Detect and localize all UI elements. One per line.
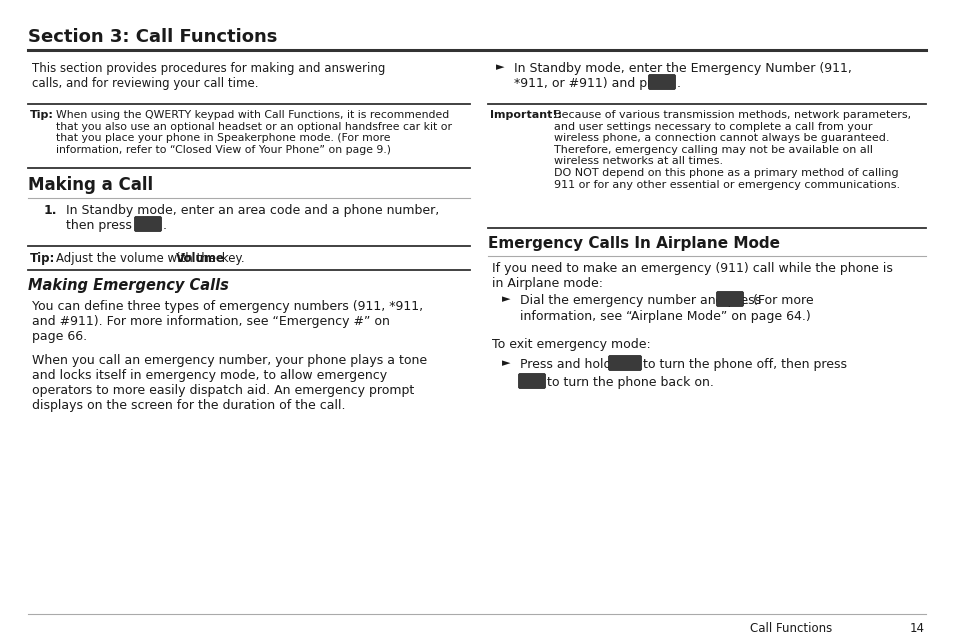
Text: Volume: Volume <box>175 252 225 265</box>
Text: *911, or #911) and press: *911, or #911) and press <box>514 77 672 90</box>
Text: Dial the emergency number and press: Dial the emergency number and press <box>519 294 760 307</box>
Text: Because of various transmission methods, network parameters,
and user settings n: Because of various transmission methods,… <box>554 110 910 190</box>
Text: to turn the phone back on.: to turn the phone back on. <box>546 376 713 389</box>
Text: Tip:: Tip: <box>30 252 55 265</box>
Text: Section 3: Call Functions: Section 3: Call Functions <box>28 28 277 46</box>
Text: Making Emergency Calls: Making Emergency Calls <box>28 278 229 293</box>
Text: Emergency Calls In Airplane Mode: Emergency Calls In Airplane Mode <box>488 236 780 251</box>
Text: To exit emergency mode:: To exit emergency mode: <box>492 338 650 351</box>
Text: When you call an emergency number, your phone plays a tone
and locks itself in e: When you call an emergency number, your … <box>32 354 427 412</box>
Text: Making a Call: Making a Call <box>28 176 153 194</box>
Text: Important!:: Important!: <box>490 110 561 120</box>
Text: Press and hold: Press and hold <box>519 358 611 371</box>
Text: When using the QWERTY keypad with Call Functions, it is recommended
that you als: When using the QWERTY keypad with Call F… <box>56 110 452 155</box>
Text: information, see “Airplane Mode” on page 64.): information, see “Airplane Mode” on page… <box>519 310 810 323</box>
Text: to turn the phone off, then press: to turn the phone off, then press <box>642 358 846 371</box>
Text: If you need to make an emergency (911) call while the phone is
in Airplane mode:: If you need to make an emergency (911) c… <box>492 262 892 290</box>
Text: In Standby mode, enter the Emergency Number (911,: In Standby mode, enter the Emergency Num… <box>514 62 851 75</box>
Text: .: . <box>677 77 680 90</box>
FancyBboxPatch shape <box>608 356 640 371</box>
FancyBboxPatch shape <box>648 74 675 90</box>
Text: Adjust the volume with the: Adjust the volume with the <box>56 252 219 265</box>
Text: Call Functions: Call Functions <box>749 622 831 635</box>
Text: then press: then press <box>66 219 132 232</box>
Text: You can define three types of emergency numbers (911, *911,
and #911). For more : You can define three types of emergency … <box>32 300 423 343</box>
Text: . (For more: . (For more <box>744 294 813 307</box>
Text: ►: ► <box>501 294 510 304</box>
Text: 1.: 1. <box>44 204 57 217</box>
Text: ►: ► <box>496 62 504 72</box>
Text: 14: 14 <box>909 622 924 635</box>
Text: key.: key. <box>218 252 244 265</box>
Text: In Standby mode, enter an area code and a phone number,: In Standby mode, enter an area code and … <box>66 204 438 217</box>
Text: This section provides procedures for making and answering
calls, and for reviewi: This section provides procedures for mak… <box>32 62 385 90</box>
FancyBboxPatch shape <box>134 216 161 232</box>
Text: Tip:: Tip: <box>30 110 53 120</box>
FancyBboxPatch shape <box>716 291 742 307</box>
Text: ►: ► <box>501 358 510 368</box>
FancyBboxPatch shape <box>518 373 545 389</box>
Text: .: . <box>163 219 167 232</box>
